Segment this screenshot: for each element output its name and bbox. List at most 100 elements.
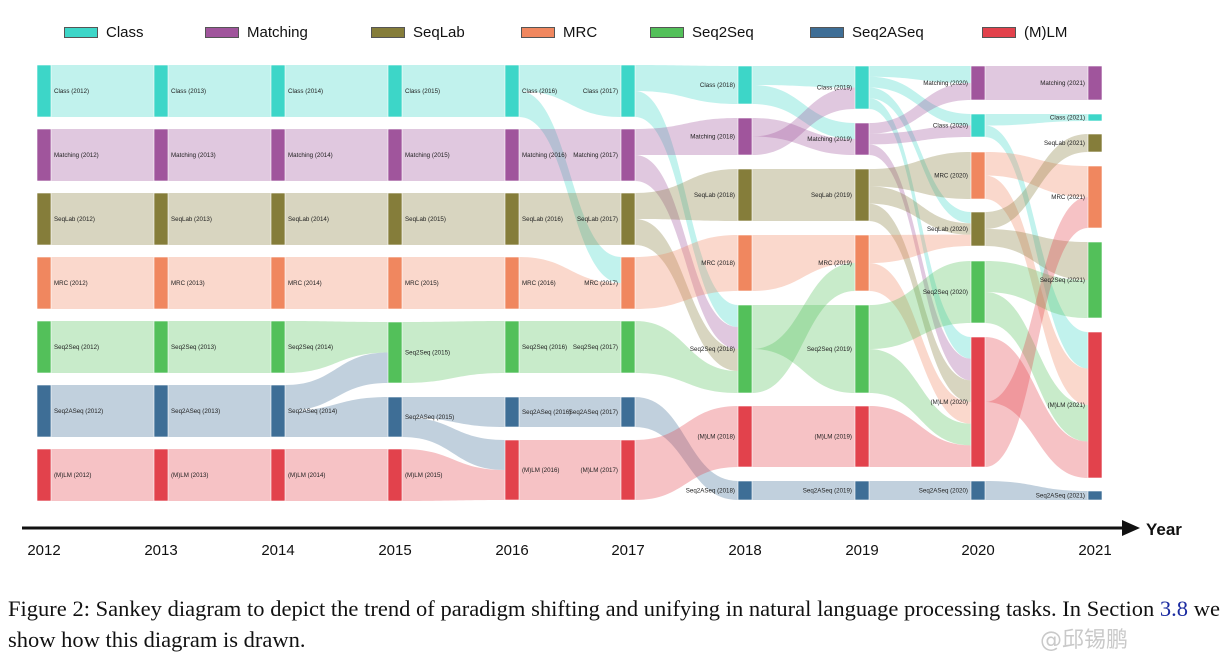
node-label: Seq2Seq (2012) (54, 344, 99, 351)
node-class-2014: Class (2014) (270, 64, 323, 118)
node-bar (620, 64, 636, 118)
node-bar (387, 128, 403, 182)
node-label: Matching (2014) (288, 152, 333, 159)
flow-class-2016-to-class-2017 (519, 65, 621, 117)
node-label: MRC (2021) (1051, 194, 1085, 201)
flow-class-2018-to-class-2019 (752, 66, 855, 88)
legend-item-seq2aseq: Seq2ASeq (810, 22, 924, 42)
node-label: Seq2ASeq (2020) (919, 488, 968, 495)
flow-m-lm-2012-to-m-lm-2013 (51, 449, 154, 501)
node-bar (737, 168, 753, 222)
node-label: (M)LM (2020) (931, 399, 968, 406)
node-seqlab-2018: SeqLab (2018) (694, 168, 753, 222)
node-seq2seq-2014: Seq2Seq (2014) (270, 320, 333, 374)
watermark: @邱锡鹏 (1040, 628, 1129, 653)
node-seq2aseq-2012: Seq2ASeq (2012) (36, 384, 103, 438)
node-label: Seq2ASeq (2013) (171, 408, 220, 415)
node-bar (1087, 331, 1103, 479)
legend-label: MRC (563, 23, 598, 41)
node-label: MRC (2017) (584, 280, 618, 287)
node-mrc-2012: MRC (2012) (36, 256, 88, 310)
flow-seq2aseq-2020-to-seq2aseq-2021 (985, 481, 1088, 500)
node-matching-2016: Matching (2016) (504, 128, 567, 182)
nodes-layer: Class (2012) Matching (2012) SeqLab (2012)… (36, 64, 1103, 502)
node-mrc-2019: MRC (2019) (818, 234, 870, 292)
flow-seq2aseq-2018-to-seq2aseq-2019 (752, 481, 855, 500)
node-label: (M)LM (2018) (698, 434, 735, 441)
node-label: (M)LM (2019) (815, 434, 852, 441)
node-bar (270, 256, 286, 310)
node-matching-2017: Matching (2017) (573, 128, 636, 182)
flow-seqlab-2019-to-mrc-2020 (869, 152, 971, 199)
node-mrc-2021: MRC (2021) (1051, 165, 1103, 229)
flow-class-2019-to-m-lm-2020 (869, 98, 971, 359)
flow-mrc-2018-to-mrc-2019 (752, 235, 855, 291)
node-mrc-2016: MRC (2016) (504, 256, 556, 310)
flow-matching-2012-to-matching-2013 (51, 129, 154, 181)
node-seqlab-2020: SeqLab (2020) (927, 211, 986, 247)
section-ref-link[interactable]: 3.8 (1159, 596, 1189, 621)
flow-seq2aseq-2014-to-seq2aseq-2015 (285, 397, 388, 437)
node-label: Matching (2020) (923, 80, 968, 87)
flow-matching-2019-to-matching-2020 (869, 83, 971, 134)
node-bar (737, 405, 753, 468)
node-label: Seq2ASeq (2018) (686, 488, 735, 495)
flow-seq2aseq-2015-to-seq2aseq-2016 (402, 397, 505, 427)
flow-m-lm-2019-to-m-lm-2020 (869, 406, 971, 467)
year-label-2014: 2014 (261, 542, 294, 559)
node-seq2seq-2021: Seq2Seq (2021) (1040, 241, 1103, 319)
node-mrc-2013: MRC (2013) (153, 256, 205, 310)
flow-seqlab-2019-to-m-lm-2020 (869, 203, 971, 402)
legend-swatch (982, 26, 1016, 38)
legend-label: Class (106, 23, 144, 41)
node-bar (36, 128, 52, 182)
flow-m-lm-2015-to-m-lm-2016 (402, 449, 505, 501)
flow-m-lm-2016-to-m-lm-2017 (519, 440, 621, 500)
node-label: Seq2Seq (2013) (171, 344, 216, 351)
node-bar (387, 321, 403, 384)
node-bar (970, 211, 986, 247)
node-bar (36, 384, 52, 438)
legend-item-matching: Matching (205, 22, 308, 42)
node-label: Class (2020) (933, 123, 968, 130)
node-seqlab-2012: SeqLab (2012) (36, 192, 95, 246)
node-m-lm-2021: (M)LM (2021) (1048, 331, 1103, 479)
node-bar (620, 192, 636, 246)
node-label: Class (2018) (700, 82, 735, 89)
flow-seqlab-2015-to-seqlab-2016 (402, 193, 505, 245)
node-matching-2012: Matching (2012) (36, 128, 99, 182)
legend-item-m-lm: (M)LM (982, 22, 1067, 42)
legend-swatch (64, 26, 98, 38)
flow-class-2017-to-class-2018 (635, 65, 738, 104)
flow-seqlab-2012-to-seqlab-2013 (51, 193, 154, 245)
node-label: Matching (2021) (1040, 80, 1085, 87)
flow-seq2aseq-2015-to-m-lm-2016 (402, 417, 505, 470)
node-matching-2020: Matching (2020) (923, 65, 986, 101)
node-label: MRC (2016) (522, 280, 556, 287)
node-m-lm-2017: (M)LM (2017) (581, 439, 636, 501)
flow-class-2016-to-mrc-2017 (519, 91, 621, 283)
node-label: MRC (2014) (288, 280, 322, 287)
flow-class-2017-to-seq2seq-2018 (635, 91, 738, 327)
flow-matching-2018-to-matching-2019 (752, 118, 855, 155)
flow-seqlab-2017-to-seq2seq-2018 (635, 219, 738, 371)
flow-matching-2019-to-class-2020 (869, 125, 971, 145)
node-label: (M)LM (2014) (288, 472, 325, 479)
flow-class-2018-to-matching-2019 (752, 85, 855, 139)
node-bar (1087, 165, 1103, 229)
node-bar (153, 320, 169, 374)
flow-mrc-2020-to-mrc-2021 (985, 152, 1088, 197)
node-seq2seq-2017: Seq2Seq (2017) (573, 320, 636, 374)
node-bar (387, 192, 403, 246)
node-label: MRC (2012) (54, 280, 88, 287)
node-bar (737, 65, 753, 105)
node-seqlab-2015: SeqLab (2015) (387, 192, 446, 246)
node-label: Seq2ASeq (2012) (54, 408, 103, 415)
node-bar (36, 448, 52, 502)
node-bar (153, 192, 169, 246)
flow-seq2aseq-2019-to-seq2aseq-2020 (869, 481, 971, 500)
year-label-2013: 2013 (144, 542, 177, 559)
node-seqlab-2019: SeqLab (2019) (811, 168, 870, 222)
caption-label: Figure 2: (8, 596, 90, 621)
flow-mrc-2014-to-mrc-2015 (285, 257, 388, 309)
